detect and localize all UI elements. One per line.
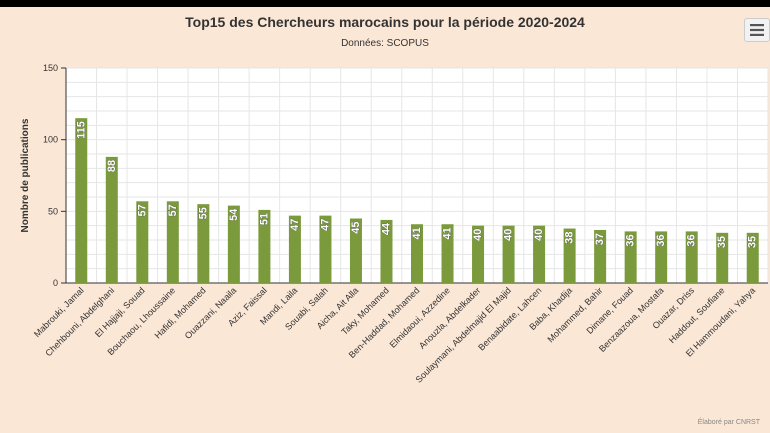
chart-credits: Élaboré par CNRST [697,419,760,426]
y-tick-label: 50 [48,206,58,216]
bar [746,232,759,283]
bar [533,225,546,283]
top-border [0,0,770,7]
data-label: 57 [136,204,148,216]
hamburger-menu-icon [750,24,764,36]
bar [441,224,454,283]
y-axis-label: Nombre de publications [20,118,31,232]
y-tick-label: 0 [53,278,58,288]
data-label: 88 [106,160,118,172]
bar [411,224,423,283]
data-label: 57 [167,204,179,216]
data-label: 40 [472,229,484,241]
chart-subtitle: Données: SCOPUS [341,38,429,49]
data-label: 54 [228,208,240,221]
bar [655,231,668,283]
data-label: 55 [197,207,209,219]
bar [166,201,179,283]
bar [563,228,576,283]
y-tick-label: 150 [43,63,58,73]
bar [227,205,240,283]
bar [75,118,88,284]
bar [105,156,118,283]
bar [380,219,393,283]
data-label: 44 [380,222,392,235]
data-label: 41 [442,227,454,239]
data-label: 35 [716,236,728,248]
bar [624,231,637,283]
data-label: 40 [533,229,545,241]
bar [319,215,332,283]
chart-menu-button[interactable] [744,18,770,42]
bar [288,215,301,283]
bar [472,225,485,283]
data-label: 38 [564,232,576,244]
data-label: 40 [503,229,515,241]
chart-title: Top15 des Chercheurs marocains pour la p… [185,14,585,30]
data-label: 35 [747,236,759,248]
data-label: 115 [75,121,87,139]
data-label: 36 [625,234,637,246]
x-tick-label: Mohammed, Bahir [545,285,604,344]
data-label: 36 [655,234,667,246]
bar [349,218,362,283]
y-tick-label: 100 [43,135,58,145]
x-tick-label: Mabrouki, Jamal [32,285,86,339]
bar [136,201,149,283]
data-label: 45 [350,222,362,234]
data-label: 51 [258,213,270,225]
bar [197,204,210,283]
data-label: 36 [686,234,698,246]
bar [502,225,515,283]
x-tick-label: Haddout, Soufiane [667,285,727,345]
bar [594,229,607,283]
bar [685,231,698,283]
bar [716,232,729,283]
data-label: 37 [594,233,606,245]
bar [258,209,271,283]
data-label: 47 [319,219,331,231]
data-label: 47 [289,219,301,231]
data-label: 41 [411,227,423,239]
